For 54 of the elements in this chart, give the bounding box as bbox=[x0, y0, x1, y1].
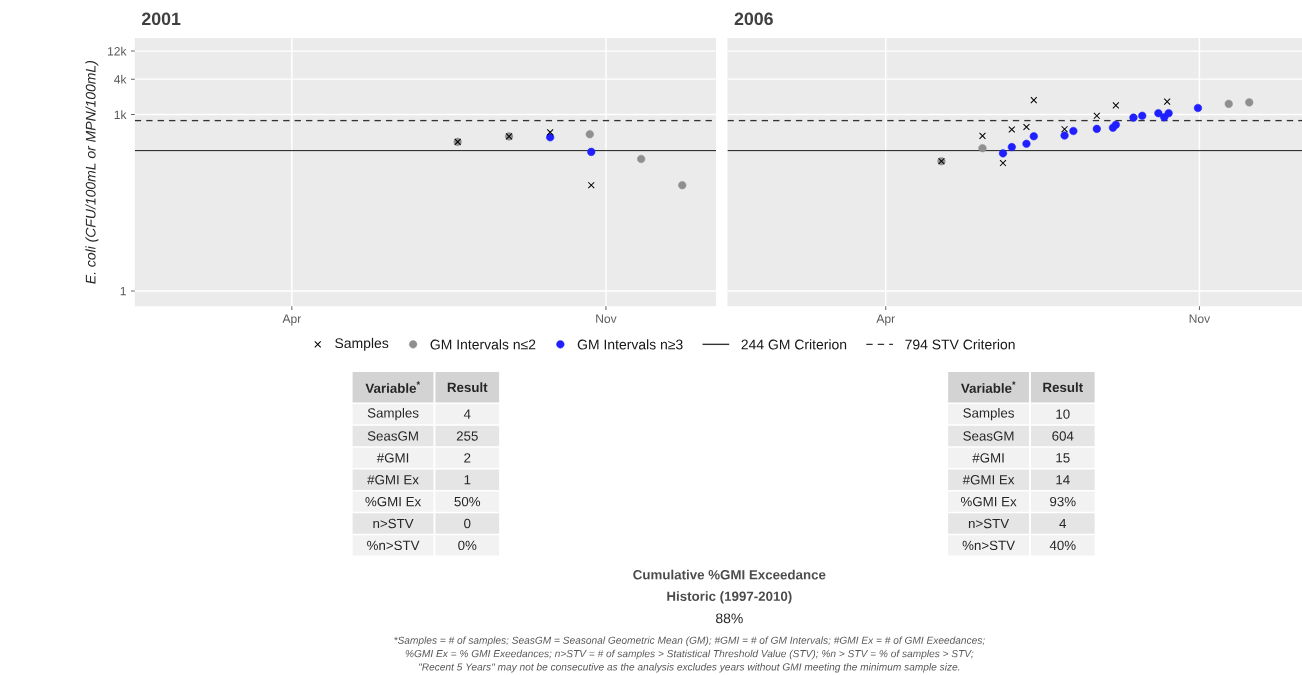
legend-label: GM Intervals n≥3 bbox=[577, 339, 683, 350]
legend-label: 244 GM Criterion bbox=[741, 339, 847, 350]
text: 255 bbox=[456, 431, 478, 441]
text: %GMI Ex bbox=[365, 496, 422, 507]
text: 50% bbox=[454, 496, 481, 507]
text: 0% bbox=[458, 540, 477, 550]
y-tick-label: 12k bbox=[107, 46, 127, 56]
text: Result bbox=[447, 382, 488, 392]
text: Cumulative %GMI Exceedance bbox=[633, 569, 826, 580]
x-tick-label: Apr bbox=[876, 314, 895, 326]
text: 15 bbox=[1056, 453, 1070, 463]
text: 2 bbox=[464, 453, 471, 463]
text: 4 bbox=[463, 409, 471, 419]
text: Samples bbox=[963, 407, 1014, 421]
x-tick-label: Apr bbox=[282, 314, 302, 326]
text: 4 bbox=[1059, 518, 1067, 528]
chart-title: 2006 bbox=[734, 12, 773, 25]
text: Historic (1997-2010) bbox=[667, 590, 792, 604]
chart-title: 2001 bbox=[142, 12, 181, 25]
y-axis-title: E. coli (CFU/100mL or MPN/100mL) bbox=[85, 60, 99, 284]
text: %n>STV bbox=[962, 540, 1015, 550]
text: Variable$^{*}$ bbox=[961, 381, 1016, 393]
text: 10 bbox=[1056, 409, 1070, 419]
legend-label: GM Intervals n≤2 bbox=[430, 339, 536, 350]
y-tick-label: 4k bbox=[114, 74, 127, 84]
legend-label: Samples bbox=[335, 337, 389, 351]
legend-label: 794 STV Criterion bbox=[905, 339, 1015, 350]
text: 1 bbox=[464, 474, 471, 485]
text: SeasGM bbox=[367, 431, 418, 441]
text: *Samples = # of samples; SeasGM = Seasonal Geometric Mean (GM); #GMI = # of GM Intervals; #GMI Ex = # of GMI Exeedances; bbox=[394, 636, 985, 646]
text: 0 bbox=[464, 518, 471, 528]
text: %n>STV bbox=[367, 540, 420, 550]
text: 93% bbox=[1050, 496, 1076, 507]
text: n>STV bbox=[373, 518, 414, 528]
text: #GMI Ex bbox=[962, 474, 1015, 485]
x-tick-label: Nov bbox=[1189, 314, 1211, 323]
text: 14 bbox=[1056, 474, 1070, 485]
text: 88% bbox=[715, 613, 743, 624]
y-tick-label: 1 bbox=[120, 286, 126, 295]
text: Samples bbox=[367, 407, 419, 421]
text: 40% bbox=[1049, 540, 1076, 550]
text: #GMI Ex bbox=[367, 474, 419, 485]
text: n>STV bbox=[968, 518, 1010, 528]
text: SeasGM bbox=[963, 431, 1014, 441]
text: Result bbox=[1043, 382, 1083, 392]
y-tick-label: 1k bbox=[114, 110, 127, 119]
x-tick-label: Nov bbox=[596, 314, 617, 323]
text: "Recent 5 Years" may not be consecutive as the analysis excludes years without GMI meeting the minimum sample size. bbox=[419, 662, 960, 673]
text: #GMI bbox=[972, 452, 1004, 463]
text: #GMI bbox=[376, 452, 409, 463]
text: %GMI Ex bbox=[960, 496, 1017, 507]
text: Variable$^{*}$ bbox=[365, 381, 421, 393]
text: 604 bbox=[1052, 431, 1074, 441]
text: %GMI Ex = % GMI Exeedances; n>STV = # of samples > Statistical Threshold Value (STV); %n > STV = % of samples > STV; bbox=[405, 649, 974, 660]
